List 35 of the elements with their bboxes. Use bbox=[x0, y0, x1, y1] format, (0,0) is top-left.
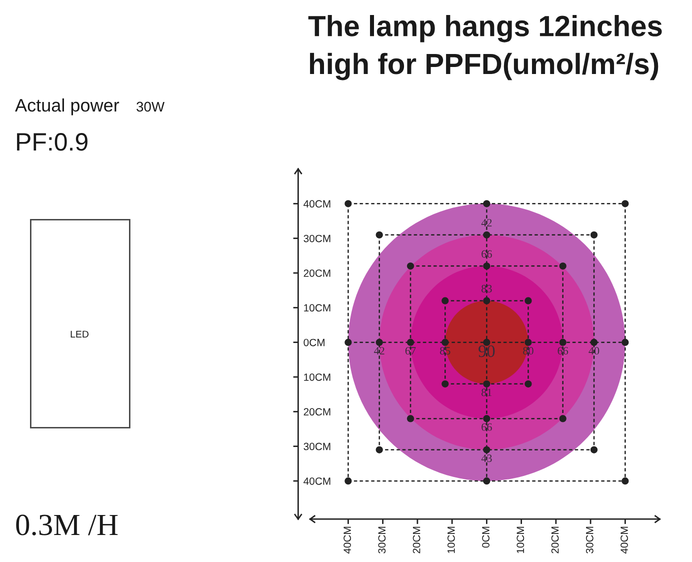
y-tick-label: 0CM bbox=[304, 338, 324, 346]
y-tick-label: 30CM bbox=[304, 442, 330, 450]
x-tick-label: 40CM bbox=[344, 526, 351, 554]
x-tick-label: 40CM bbox=[620, 526, 628, 554]
annotation: 43 bbox=[481, 454, 492, 462]
y-tick-label: 10CM bbox=[304, 373, 330, 381]
x-tick-label: 30CM bbox=[378, 526, 386, 554]
annotation: 67 bbox=[405, 347, 416, 355]
x-tick-label: 0CM bbox=[482, 526, 490, 548]
annotation: 40 bbox=[588, 347, 600, 355]
y-tick-label: 10CM bbox=[304, 304, 330, 312]
y-tick-label: 20CM bbox=[304, 408, 330, 416]
y-tick-label: 30CM bbox=[304, 234, 330, 242]
text: 30W bbox=[136, 102, 165, 112]
annotation: 90 bbox=[478, 345, 495, 358]
chart-title: The lamp hangs 12inches high for PPFD(umol/m²/s) bbox=[308, 15, 662, 80]
x-tick-label: 20CM bbox=[551, 526, 559, 554]
text: 0.3M /H bbox=[16, 514, 118, 536]
y-tick-label: 20CM bbox=[304, 269, 330, 277]
annotation: 83 bbox=[482, 284, 492, 292]
annotation: 66 bbox=[558, 347, 568, 355]
x-tick-label: 20CM bbox=[412, 526, 420, 554]
annotation: 42 bbox=[374, 347, 384, 354]
y-tick-label: 40CM bbox=[304, 200, 330, 208]
annotation: 66 bbox=[482, 423, 492, 431]
x-tick-label: 10CM bbox=[516, 526, 524, 554]
annotation: 42 bbox=[481, 219, 492, 226]
x-tick-label: 10CM bbox=[447, 526, 455, 554]
y-tick-label: 40CM bbox=[304, 477, 330, 485]
annotation: 66 bbox=[482, 250, 492, 258]
annotation: 81 bbox=[482, 388, 492, 396]
text: LED bbox=[70, 330, 88, 338]
text: PF:0.9 bbox=[17, 133, 88, 151]
x-tick-label: 30CM bbox=[586, 526, 594, 554]
text: Actual power bbox=[15, 98, 120, 116]
